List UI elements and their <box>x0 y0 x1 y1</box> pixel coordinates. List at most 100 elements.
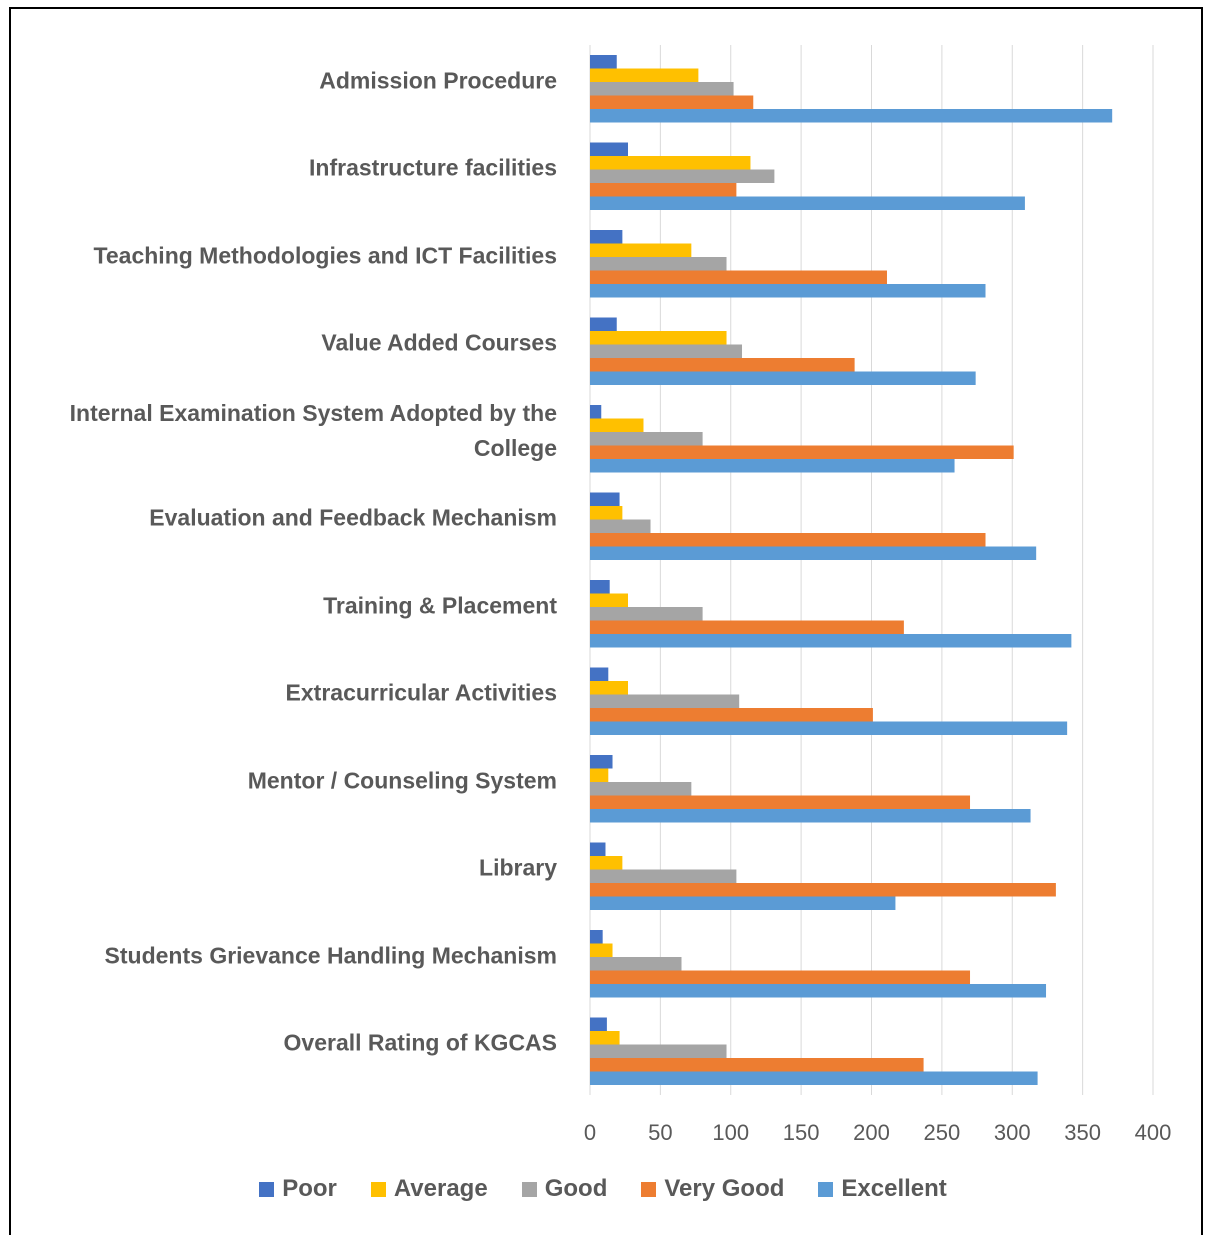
legend-label: Very Good <box>664 1175 785 1202</box>
bar <box>590 270 887 284</box>
legend-swatch <box>521 1181 537 1197</box>
bar <box>590 768 609 782</box>
bar <box>590 459 955 473</box>
category-label: Library <box>479 854 557 881</box>
bar <box>590 371 976 385</box>
bar <box>590 432 703 446</box>
category-label: Extracurricular Activities <box>285 679 557 706</box>
legend-item: Good <box>521 1175 608 1203</box>
category-label: Internal Examination System Adopted by t… <box>69 399 557 461</box>
bar <box>590 418 644 432</box>
bar <box>590 230 623 244</box>
bar <box>590 358 855 372</box>
bar <box>590 1071 1038 1085</box>
bar <box>590 196 1025 210</box>
x-tick-label: 300 <box>994 1120 1031 1145</box>
bar <box>590 519 651 533</box>
bar <box>590 721 1068 735</box>
legend-item: Poor <box>259 1175 337 1203</box>
category-label: Admission Procedure <box>319 67 557 94</box>
bar <box>590 957 682 971</box>
legend: Poor Average Good Very Good Excellent <box>0 1175 1206 1203</box>
legend-swatch <box>259 1181 275 1197</box>
bar <box>590 620 904 634</box>
legend-item: Average <box>370 1175 488 1203</box>
category-label: Students Grievance Handling Mechanism <box>104 942 557 969</box>
bar <box>590 142 629 156</box>
bar <box>590 445 1014 459</box>
bar <box>590 593 629 607</box>
bar <box>590 1058 924 1072</box>
category-label: Infrastructure facilities <box>309 154 557 181</box>
x-tick-label: 200 <box>853 1120 890 1145</box>
legend-label: Poor <box>282 1175 337 1202</box>
category-label: Value Added Courses <box>321 329 557 356</box>
bar <box>590 317 617 331</box>
category-label: Teaching Methodologies and ICT Facilitie… <box>93 242 557 269</box>
bar <box>590 55 617 69</box>
bar <box>590 331 727 345</box>
bar <box>590 856 623 870</box>
bar <box>590 156 751 170</box>
category-label: Mentor / Counseling System <box>247 767 557 794</box>
bar <box>590 169 775 183</box>
category-label: Evaluation and Feedback Mechanism <box>149 504 557 531</box>
category-label: Training & Placement <box>323 592 557 619</box>
legend-item: Very Good <box>641 1175 784 1203</box>
bar <box>590 809 1031 823</box>
bar <box>590 580 610 594</box>
x-tick-label: 350 <box>1064 1120 1101 1145</box>
x-tick-label: 0 <box>584 1120 596 1145</box>
bar <box>590 970 971 984</box>
legend-label: Good <box>544 1175 608 1202</box>
x-tick-label: 50 <box>648 1120 672 1145</box>
bar <box>590 708 873 722</box>
frame <box>9 7 1203 1235</box>
bar <box>590 183 737 197</box>
bar <box>590 984 1047 998</box>
bar <box>590 667 609 681</box>
bar <box>590 284 986 298</box>
x-tick-label: 100 <box>712 1120 749 1145</box>
bar <box>590 243 692 257</box>
bar <box>590 607 703 621</box>
bar <box>590 109 1113 123</box>
x-tick-label: 150 <box>783 1120 820 1145</box>
bar <box>590 405 602 419</box>
bar <box>590 68 699 82</box>
legend-label: Excellent <box>841 1175 947 1202</box>
bar <box>590 755 613 769</box>
legend-label: Average <box>393 1175 488 1202</box>
bar <box>590 492 620 506</box>
bar <box>590 883 1056 897</box>
bar <box>590 546 1037 560</box>
x-tick-label: 250 <box>924 1120 961 1145</box>
legend-swatch <box>370 1181 386 1197</box>
bar <box>590 533 986 547</box>
bar <box>590 1031 620 1045</box>
category-label: Overall Rating of KGCAS <box>283 1029 557 1056</box>
x-tick-label: 400 <box>1135 1120 1172 1145</box>
bar <box>590 681 629 695</box>
bar <box>590 930 603 944</box>
bar <box>590 795 971 809</box>
bar <box>590 869 737 883</box>
bar <box>590 82 734 96</box>
bar <box>590 1044 727 1058</box>
bar <box>590 344 743 358</box>
bar <box>590 896 896 910</box>
bar <box>590 694 740 708</box>
legend-item: Excellent <box>818 1175 947 1203</box>
legend-swatch <box>818 1181 834 1197</box>
bar <box>590 842 606 856</box>
bar <box>590 634 1072 648</box>
bar <box>590 782 692 796</box>
bar <box>590 95 754 109</box>
bar <box>590 1017 607 1031</box>
bar <box>590 506 623 520</box>
bar <box>590 257 727 271</box>
legend-swatch <box>641 1181 657 1197</box>
bar <box>590 943 613 957</box>
